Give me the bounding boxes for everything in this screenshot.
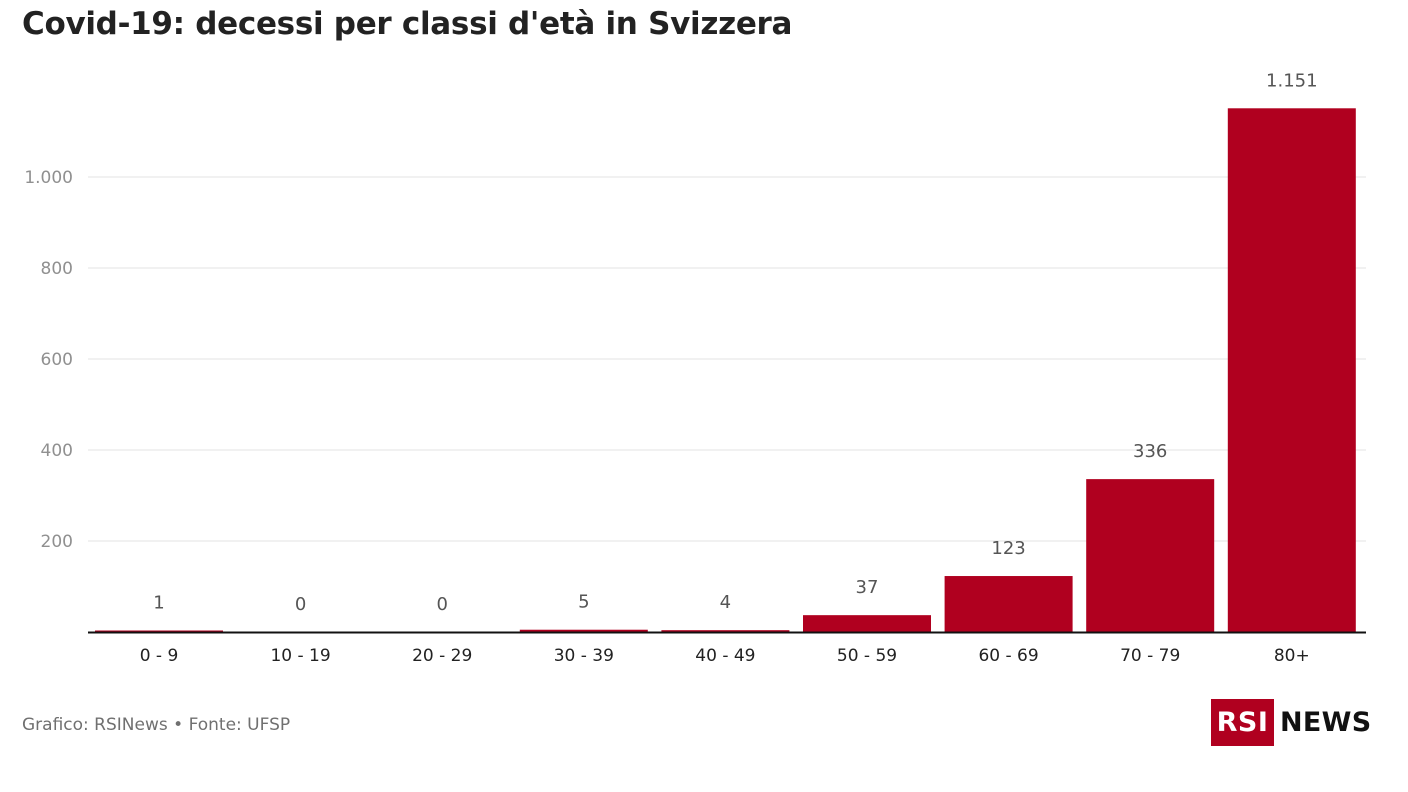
chart-title: Covid-19: decessi per classi d'età in Sv… <box>22 6 793 42</box>
x-tick-label: 70 - 79 <box>1120 646 1180 666</box>
bars <box>95 108 1356 633</box>
logo-news-text: NEWS <box>1280 707 1372 738</box>
footer-credit: Grafico: RSINews • Fonte: UFSP <box>22 715 290 735</box>
y-tick-label: 1.000 <box>24 168 73 188</box>
y-tick-label: 800 <box>41 259 73 279</box>
bar-value-label: 1.151 <box>1266 70 1318 91</box>
y-tick-label: 400 <box>41 441 73 461</box>
data-labels: 1 0 0 5 4 37 123 336 1.151 <box>153 70 1317 615</box>
x-tick-label: 30 - 39 <box>554 646 614 666</box>
x-axis-ticks: 0 - 9 10 - 19 20 - 29 30 - 39 40 - 49 50 - 59… <box>140 646 1310 666</box>
x-tick-label: 60 - 69 <box>978 646 1038 666</box>
bar-value-label: 0 <box>295 594 306 615</box>
logo-rsi-box: RSI <box>1211 699 1274 746</box>
x-tick-label: 80+ <box>1274 646 1310 666</box>
bar <box>803 615 931 632</box>
bar <box>95 630 223 632</box>
bar <box>661 630 790 632</box>
separator-dot: • <box>173 715 184 735</box>
x-tick-label: 40 - 49 <box>695 646 755 666</box>
bar-value-label: 336 <box>1133 441 1167 462</box>
bar <box>1227 108 1356 633</box>
rsi-news-logo: RSI NEWS <box>1211 699 1371 746</box>
bar-value-label: 37 <box>856 577 879 598</box>
y-tick-label: 600 <box>41 350 73 370</box>
bar <box>944 576 1073 632</box>
x-tick-label: 0 - 9 <box>140 646 179 666</box>
x-tick-label: 10 - 19 <box>270 646 330 666</box>
y-axis-ticks: 200 400 600 800 1.000 <box>24 168 73 552</box>
bar-value-label: 123 <box>991 538 1025 559</box>
bar <box>1086 479 1215 632</box>
bar-value-label: 0 <box>436 594 447 615</box>
credit-text: Grafico: RSINews <box>22 715 168 735</box>
x-tick-label: 50 - 59 <box>837 646 897 666</box>
bar-value-label: 4 <box>720 592 731 613</box>
y-tick-label: 200 <box>41 532 73 552</box>
source-text: Fonte: UFSP <box>188 715 291 735</box>
bar-value-label: 1 <box>153 593 164 614</box>
bar <box>519 629 648 632</box>
bar-value-label: 5 <box>578 592 589 613</box>
x-tick-label: 20 - 29 <box>412 646 472 666</box>
